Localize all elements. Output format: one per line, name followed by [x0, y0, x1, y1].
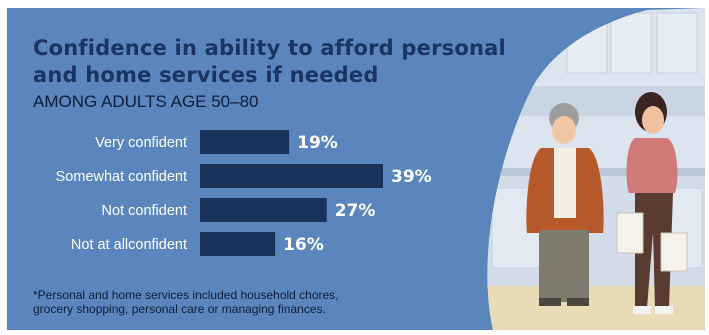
value-label: 16% — [283, 235, 324, 255]
infographic-card: Confidence in ability to afford personal… — [7, 8, 705, 330]
footnote: *Personal and home services included hou… — [33, 288, 339, 316]
category-label: Not confident — [102, 203, 187, 219]
bar — [200, 198, 327, 222]
value-label: 27% — [335, 201, 376, 221]
chart-title: Confidence in ability to afford personal… — [33, 35, 506, 89]
bar — [200, 130, 290, 154]
category-label: Somewhat confident — [56, 169, 187, 185]
older-woman-figure — [526, 103, 604, 306]
chart-title-line-2: and home services if needed — [33, 63, 379, 87]
bar — [200, 164, 383, 188]
category-label: Not at allconfident — [71, 237, 187, 253]
value-label: 39% — [391, 167, 432, 187]
bar-chart: Very confident 19% Somewhat confident 39% No… — [56, 130, 432, 256]
younger-woman-figure — [616, 92, 688, 314]
chart-subtitle: AMONG ADULTS AGE 50–80 — [33, 92, 259, 111]
bar — [200, 232, 276, 256]
footnote-line-1: *Personal and home services included hou… — [33, 288, 339, 302]
illustration-scene — [487, 8, 705, 330]
chart-title-line-1: Confidence in ability to afford personal — [33, 36, 506, 60]
value-label: 19% — [297, 133, 338, 153]
category-label: Very confident — [95, 135, 187, 151]
footnote-line-2: grocery shopping, personal care or manag… — [33, 302, 326, 316]
